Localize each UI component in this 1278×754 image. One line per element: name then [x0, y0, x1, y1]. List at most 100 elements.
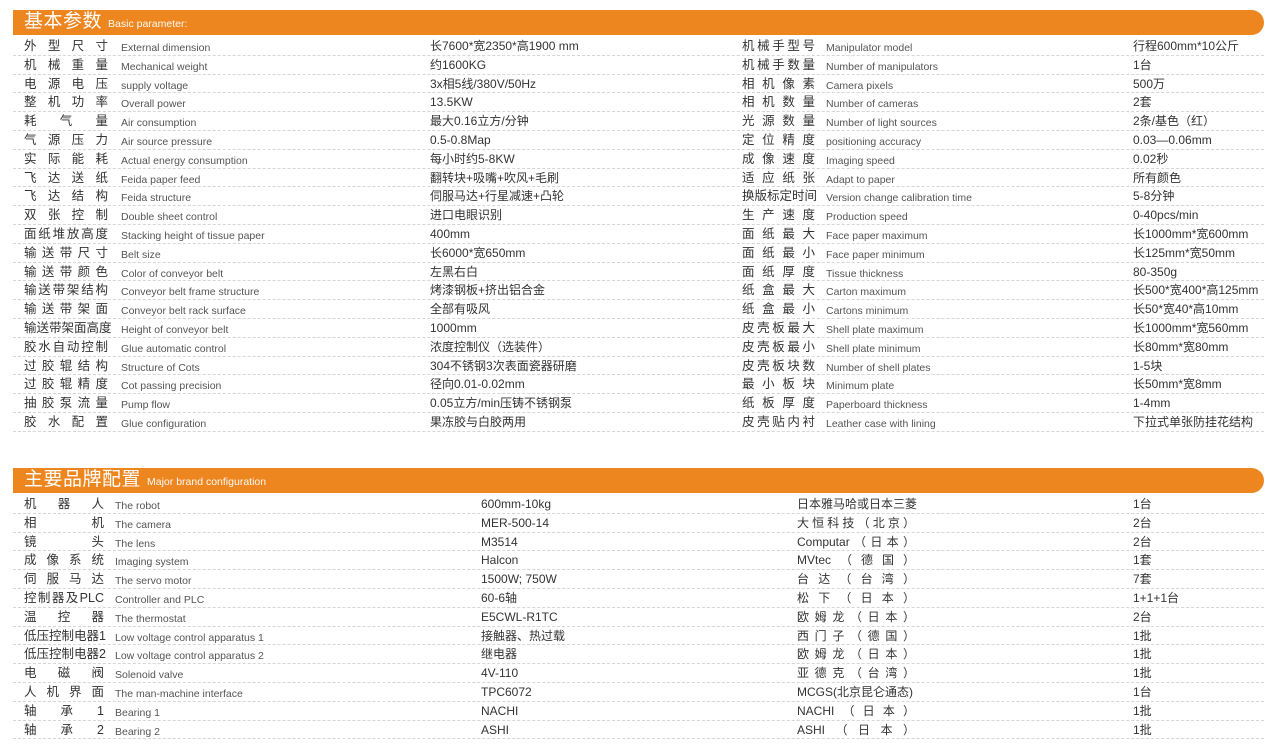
param-label-en: Conveyor belt rack surface — [121, 305, 246, 318]
component-label-cn: 低压控制电器1 — [24, 628, 106, 643]
component-brand: 大恒科技（北京） — [797, 515, 915, 530]
param-value: 行程600mm*10公斤 — [1133, 39, 1240, 53]
param-value: 3x相5线/380V/50Hz — [430, 76, 537, 91]
component-model: Halcon — [481, 553, 519, 568]
component-brand: Computar（日本） — [797, 534, 915, 549]
component-brand: 松下（日本） — [797, 590, 915, 605]
component-label-en: The thermostat — [115, 612, 186, 625]
param-value: 所有颜色 — [1133, 170, 1182, 185]
component-label-cn: 轴 承 1 — [24, 703, 104, 718]
param-value: 全部有吸风 — [430, 302, 491, 317]
table-row: 输送带尺寸 Belt size 长6000*宽650mm 面纸最小 Face paper… — [13, 244, 1264, 263]
param-label-cn: 纸盒最大 — [742, 283, 815, 298]
param-label-en: Actual energy consumption — [121, 154, 248, 167]
component-model: E5CWL-R1TC — [481, 609, 558, 624]
param-label-cn: 面纸堆放高度 — [24, 226, 108, 241]
brand-title-en: Major brand configuration — [147, 476, 267, 488]
param-value: 长500*宽400*高125mm — [1133, 283, 1259, 298]
table-row: 抽胶泵流量 Pump flow 0.05立方/min压铸不锈钢泵 纸板厚度 Paperb… — [13, 394, 1264, 413]
component-brand: 欧姆龙（日本） — [797, 647, 915, 662]
component-quantity: 1批 — [1133, 666, 1152, 681]
component-quantity: 2台 — [1133, 534, 1152, 549]
param-label-en: Face paper maximum — [826, 229, 928, 242]
param-label-en: Feida paper feed — [121, 173, 201, 186]
table-row: 低压控制电器1 Low voltage control apparatus 1 接触… — [13, 627, 1264, 646]
param-label-en: External dimension — [121, 42, 211, 54]
param-label-en: Air consumption — [121, 117, 197, 130]
param-label-cn: 整机功率 — [24, 95, 108, 110]
basic-parameter-header: 基本参数 Basic parameter: — [13, 10, 1264, 35]
param-label-cn: 纸板厚度 — [742, 396, 815, 411]
param-label-cn: 输送带尺寸 — [24, 245, 108, 260]
param-value: 0-40pcs/min — [1133, 208, 1199, 223]
component-label-cn: 温 控 器 — [24, 609, 104, 624]
param-label-en: Tissue thickness — [826, 267, 904, 280]
param-label-en: Camera pixels — [826, 79, 894, 92]
component-brand: 欧姆龙（日本） — [797, 609, 915, 624]
component-label-en: Low voltage control apparatus 1 — [115, 631, 264, 644]
param-label-en: Face paper minimum — [826, 248, 925, 261]
param-value: 1台 — [1133, 57, 1152, 72]
param-label-cn: 机械手型号 — [742, 39, 815, 53]
param-label-cn: 光源数量 — [742, 114, 815, 129]
param-label-cn: 过胶辊结构 — [24, 358, 108, 373]
table-row: 成像系统 Imaging system Halcon MVtec（德国） 1套 — [13, 551, 1264, 571]
component-label-cn: 相 机 — [24, 515, 104, 530]
param-value: 长1000mm*宽600mm — [1133, 226, 1249, 241]
component-label-cn: 人机界面 — [24, 684, 104, 699]
param-label-en: Feida structure — [121, 192, 192, 205]
brand-title-cn: 主要品牌配置 — [24, 469, 142, 490]
component-brand: NACHI（日本） — [797, 703, 915, 718]
param-value: 最大0.16立方/分钟 — [430, 114, 529, 129]
component-quantity: 7套 — [1133, 572, 1152, 587]
param-label-cn: 机械重量 — [24, 57, 108, 72]
param-label-cn: 抽胶泵流量 — [24, 396, 108, 411]
table-row: 过胶辊精度 Cot passing precision 径向0.01-0.02mm 最… — [13, 375, 1264, 395]
component-model: TPC6072 — [481, 684, 532, 699]
param-label-cn: 换版标定时间 — [742, 189, 818, 204]
component-label-en: Imaging system — [115, 556, 189, 569]
component-brand: 日本雅马哈或日本三菱 — [797, 497, 918, 511]
component-label-en: Low voltage control apparatus 2 — [115, 650, 264, 663]
param-value: 长50mm*宽8mm — [1133, 377, 1222, 392]
component-label-cn: 伺服马达 — [24, 572, 104, 587]
table-row: 输送带架结构 Conveyor belt frame structure 烤漆钢板+… — [13, 281, 1264, 301]
param-label-en: Double sheet control — [121, 211, 218, 224]
param-value: 长50*宽40*高10mm — [1133, 302, 1239, 317]
component-quantity: 1+1+1台 — [1133, 590, 1180, 605]
param-label-cn: 电源电压 — [24, 76, 108, 91]
basic-title-en: Basic parameter: — [108, 18, 188, 30]
param-value: 13.5KW — [430, 95, 473, 110]
param-label-en: Belt size — [121, 248, 161, 261]
param-value: 进口电眼识别 — [430, 208, 503, 223]
param-label-en: Number of manipulators — [826, 60, 939, 73]
component-label-en: Solenoid valve — [115, 669, 184, 682]
table-row: 外型尺寸 External dimension 长7600*宽2350*高1900 … — [13, 37, 1264, 56]
component-model: 接触器、热过载 — [481, 628, 566, 643]
param-label-en: Structure of Cots — [121, 361, 200, 374]
param-label-en: Stacking height of tissue paper — [121, 229, 265, 242]
param-label-en: Paperboard thickness — [826, 399, 928, 412]
param-label-en: Minimum plate — [826, 380, 895, 393]
component-label-cn: 轴 承 2 — [24, 722, 104, 737]
param-label-en: Glue automatic control — [121, 342, 227, 355]
table-row: 伺服马达 The servo motor 1500W; 750W 台达（台湾） 7套 — [13, 570, 1264, 589]
component-label-en: The man-machine interface — [115, 687, 243, 700]
component-model: MER-500-14 — [481, 515, 550, 530]
param-label-en: Adapt to paper — [826, 173, 895, 186]
component-model: NACHI — [481, 703, 519, 718]
param-label-cn: 定位精度 — [742, 132, 815, 147]
param-label-cn: 面纸最大 — [742, 226, 815, 241]
component-label-cn: 成像系统 — [24, 553, 104, 568]
component-label-cn: 低压控制电器2 — [24, 647, 106, 662]
component-brand: 台达（台湾） — [797, 572, 915, 587]
table-row: 飞达结构 Feida structure 伺服马达+行星减速+凸轮 换版标定时间 Ver… — [13, 187, 1264, 207]
component-model: 1500W; 750W — [481, 572, 557, 587]
param-label-cn: 输送带架面 — [24, 302, 108, 317]
component-quantity: 1批 — [1133, 628, 1152, 643]
param-label-cn: 耗 气 量 — [24, 114, 108, 129]
param-label-en: positioning accuracy — [826, 135, 922, 148]
param-label-cn: 相机像素 — [742, 76, 815, 91]
param-label-cn: 飞达结构 — [24, 189, 108, 204]
component-quantity: 1批 — [1133, 722, 1152, 737]
